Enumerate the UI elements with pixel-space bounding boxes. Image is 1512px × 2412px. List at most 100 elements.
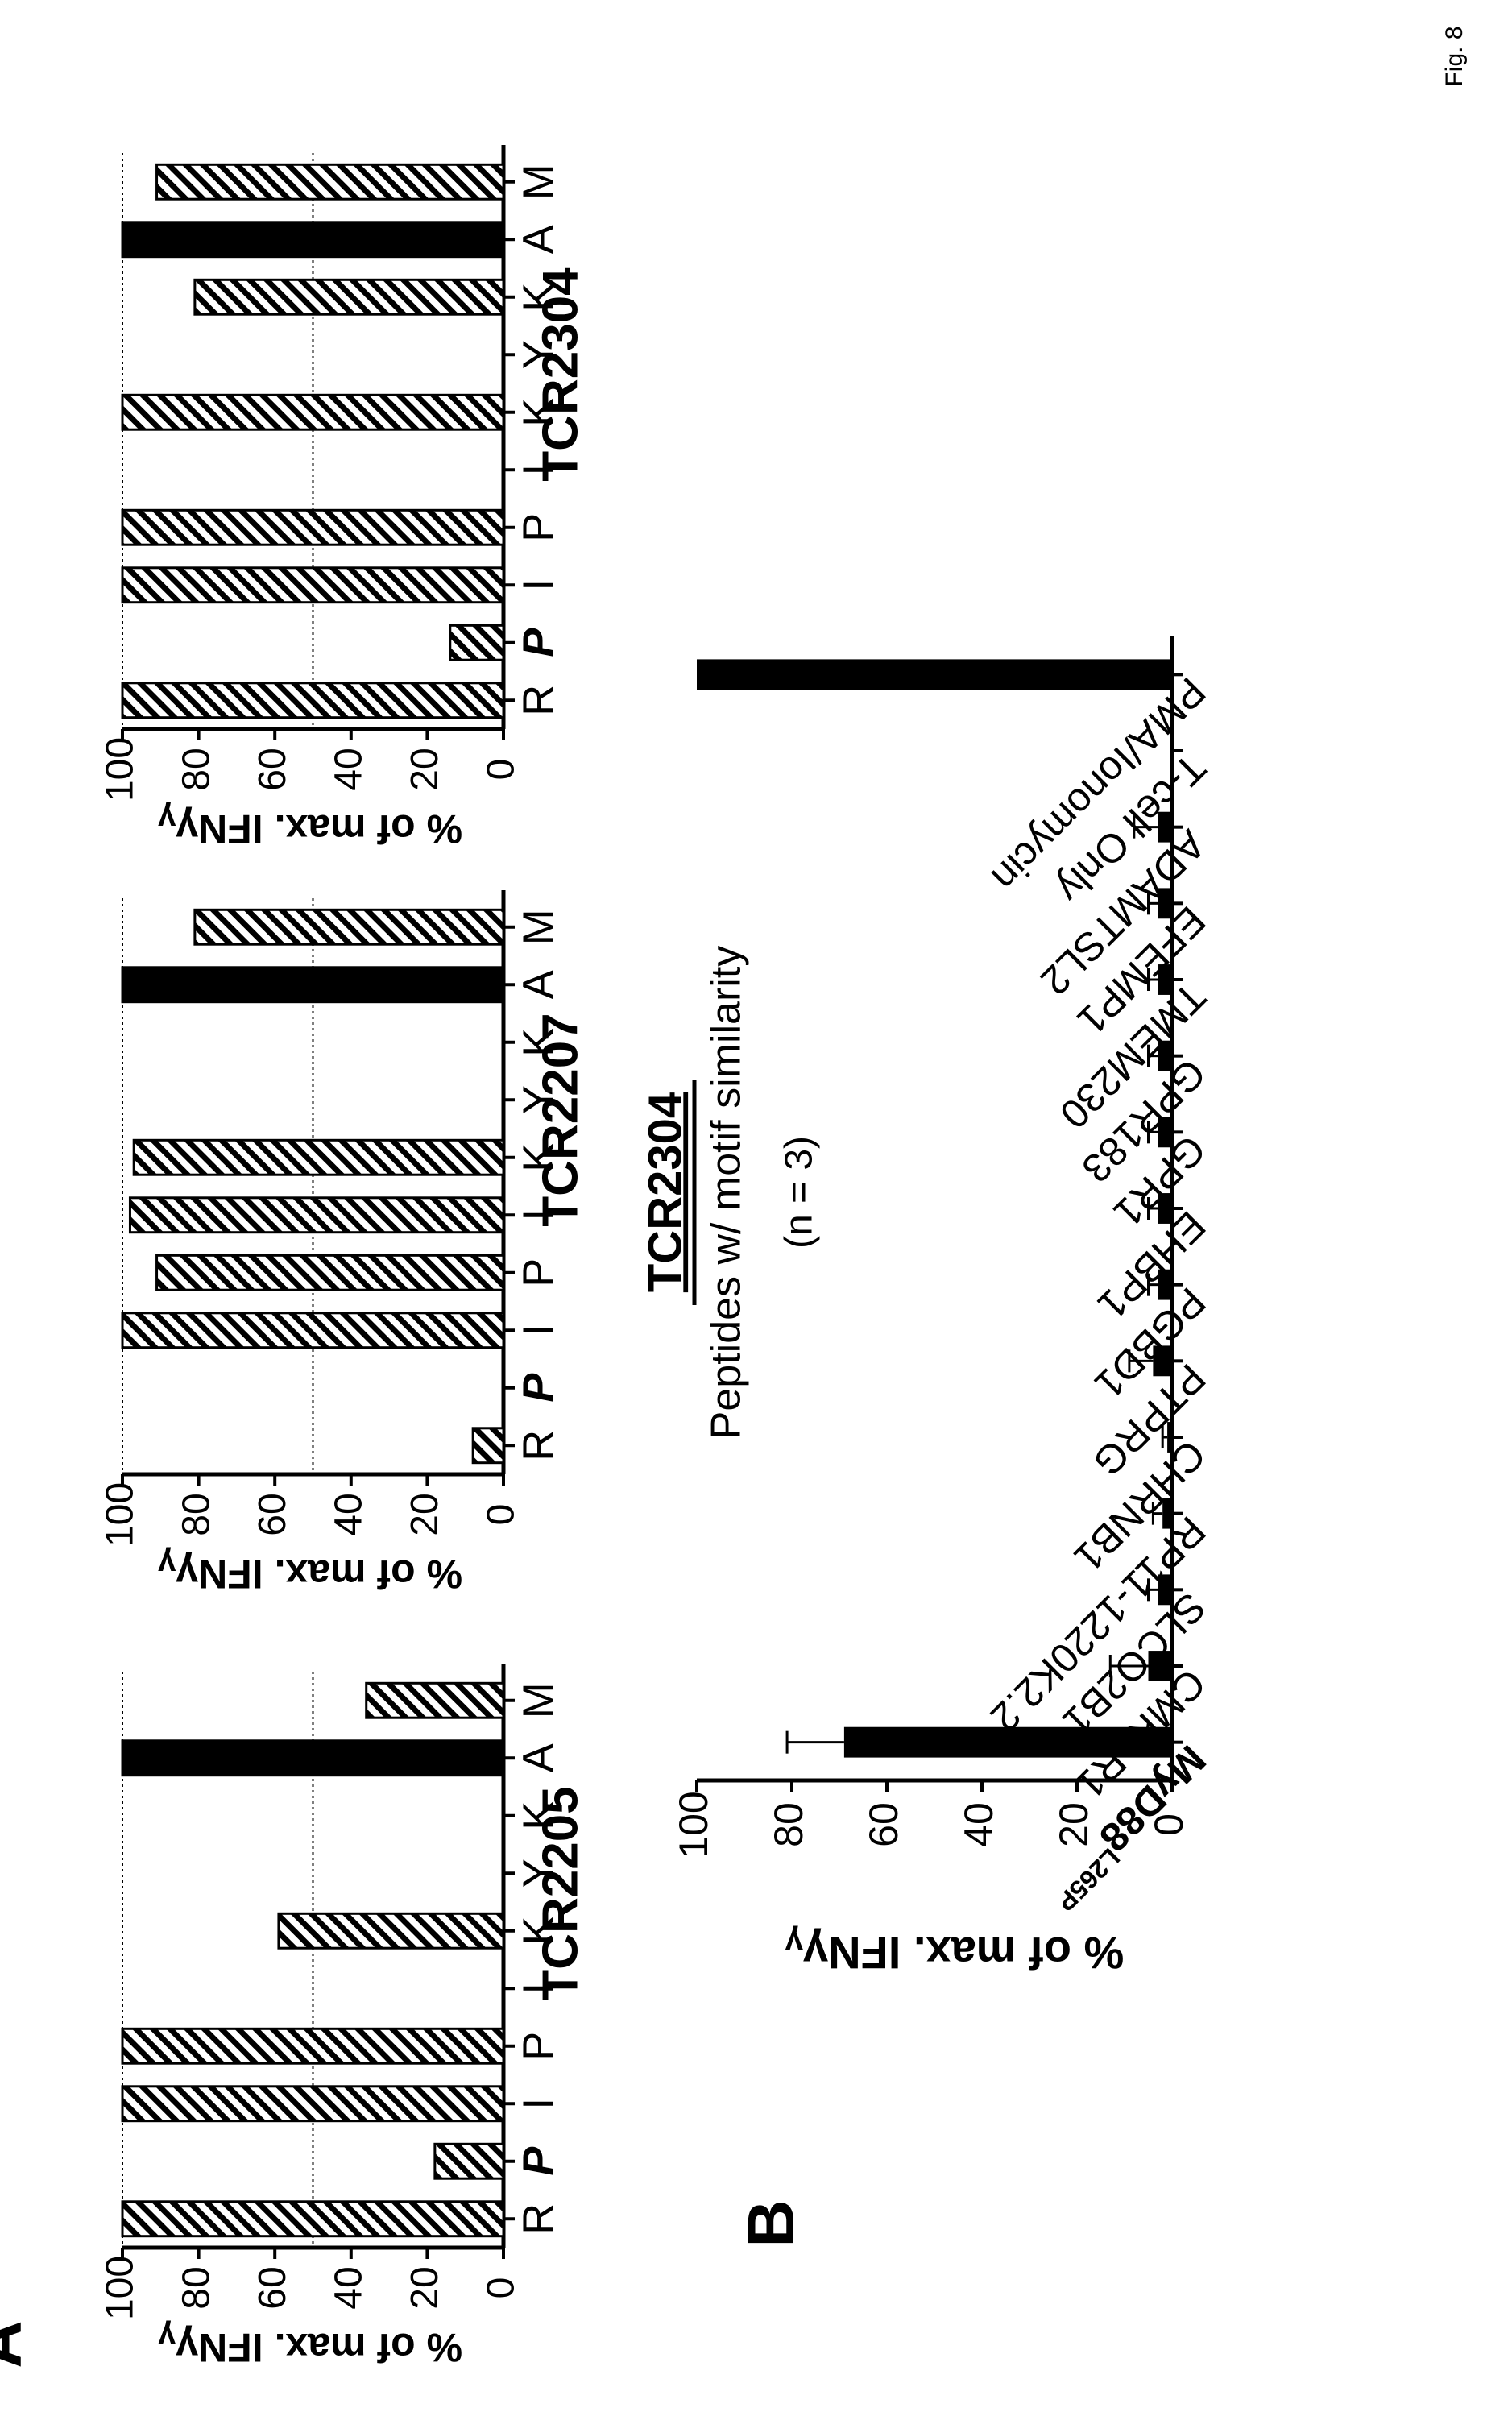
- value-tick-label: 80: [175, 748, 217, 790]
- bar: [121, 393, 505, 431]
- bar: [433, 2142, 505, 2180]
- bar: [121, 1739, 505, 1777]
- value-tick-label: 0: [480, 1504, 523, 1526]
- value-tick-label: 40: [327, 2266, 370, 2309]
- category-label: R: [514, 685, 562, 716]
- panel-b-title: TCR2304: [639, 1092, 691, 1292]
- value-tick-label: 100: [99, 2256, 142, 2320]
- bar: [121, 221, 505, 259]
- category-label: Y: [514, 1085, 562, 1114]
- category-label: I: [514, 2098, 562, 2110]
- bar: [193, 908, 505, 946]
- category-label: R: [514, 2203, 562, 2235]
- axis-label-y: % of max. IFNγγ: [785, 1925, 1124, 1979]
- category-label: M: [514, 164, 562, 200]
- category-label: A: [514, 970, 562, 999]
- bar: [132, 1138, 505, 1176]
- value-tick-label: 20: [404, 748, 446, 790]
- value-tick-label: 60: [251, 748, 294, 790]
- category-label-subscript: L265P: [1051, 1842, 1125, 1917]
- bar: [1148, 1651, 1172, 1681]
- value-tick-label: 40: [956, 1802, 1001, 1847]
- bar: [1167, 1422, 1172, 1453]
- value-tick-label: 80: [766, 1802, 811, 1847]
- category-label: A: [514, 225, 562, 254]
- bar: [121, 2200, 505, 2238]
- bar: [121, 682, 505, 719]
- category-label: P: [514, 1258, 562, 1287]
- bar: [1158, 1193, 1172, 1224]
- category-label: K: [514, 398, 562, 427]
- bar: [193, 278, 505, 316]
- bar: [155, 1254, 505, 1291]
- category-label: P: [514, 513, 562, 542]
- axis-label-y: % of max. IFNγγ: [157, 2320, 462, 2369]
- value-tick-label: 100: [99, 1482, 142, 1547]
- bar: [121, 508, 505, 546]
- category-label: Y: [514, 1859, 562, 1888]
- category-label: I: [514, 1983, 562, 1995]
- value-tick-label: 100: [671, 1791, 716, 1858]
- panel-b: TCR2304 Peptides w/ motif similarity (n = …: [639, 636, 1214, 1979]
- bar: [121, 1312, 505, 1349]
- axis-label-y: % of max. IFNγγ: [157, 1547, 462, 1596]
- value-tick-label: 0: [480, 2277, 523, 2299]
- category-label: M: [514, 909, 562, 945]
- bar: [155, 163, 505, 201]
- category-label: I: [514, 1324, 562, 1337]
- axis-label-greek: γ: [157, 802, 176, 837]
- category-label: M: [514, 1682, 562, 1718]
- value-tick-label: 80: [175, 1493, 217, 1535]
- bar: [1162, 1498, 1172, 1529]
- category-label: I: [514, 579, 562, 591]
- bar: [843, 1726, 1172, 1758]
- bar: [1158, 888, 1172, 919]
- bar: [121, 2085, 505, 2123]
- chart-title: TCR2207: [532, 1013, 588, 1226]
- bar: [121, 966, 505, 1004]
- category-label: R: [514, 1430, 562, 1461]
- panel-a: A: [0, 2320, 35, 2368]
- chart-title: TCR2205: [532, 1786, 588, 2000]
- chart-title: TCR2304: [532, 267, 588, 482]
- category-label: A: [514, 1743, 562, 1772]
- category-label: K: [514, 283, 562, 312]
- value-tick-label: 60: [251, 1493, 294, 1535]
- category-label: P: [514, 1373, 562, 1403]
- bar: [365, 1681, 505, 1719]
- bar: [1158, 811, 1172, 843]
- bar: [1158, 1040, 1172, 1071]
- category-label: I: [514, 1209, 562, 1221]
- axis-label-greek: γ: [157, 2320, 176, 2356]
- figure-label: Fig. 8: [1441, 26, 1468, 86]
- category-label: K: [514, 1143, 562, 1172]
- category-label: I: [514, 464, 562, 476]
- value-tick-label: 20: [1051, 1802, 1096, 1847]
- value-tick-label: 80: [175, 2266, 217, 2309]
- bar: [121, 566, 505, 604]
- value-tick-label: 0: [480, 759, 523, 781]
- value-tick-label: 40: [327, 748, 370, 790]
- value-tick-label: 40: [327, 1493, 370, 1535]
- value-tick-label: 100: [99, 737, 142, 802]
- category-label: P: [514, 2032, 562, 2061]
- panel-b-subtitle: Peptides w/ motif similarity: [703, 946, 750, 1440]
- axis-label-y: % of max. IFNγγ: [157, 802, 462, 851]
- axis-label-greek: γ: [785, 1925, 803, 1961]
- value-tick-label: 0: [1146, 1813, 1191, 1836]
- panel-a-letter: A: [0, 2320, 35, 2368]
- category-label: K: [514, 1801, 562, 1830]
- category-label: P: [514, 628, 562, 657]
- bar: [1153, 1345, 1172, 1377]
- value-tick-label: 20: [404, 1493, 446, 1535]
- bar: [449, 624, 505, 661]
- bar: [1158, 1117, 1172, 1148]
- bar: [697, 659, 1172, 690]
- value-tick-label: 60: [251, 2266, 294, 2309]
- category-label: P: [514, 2146, 562, 2176]
- bar: [277, 1912, 505, 1950]
- category-label: K: [514, 1028, 562, 1057]
- panel-b-n-label: (n = 3): [778, 1136, 821, 1249]
